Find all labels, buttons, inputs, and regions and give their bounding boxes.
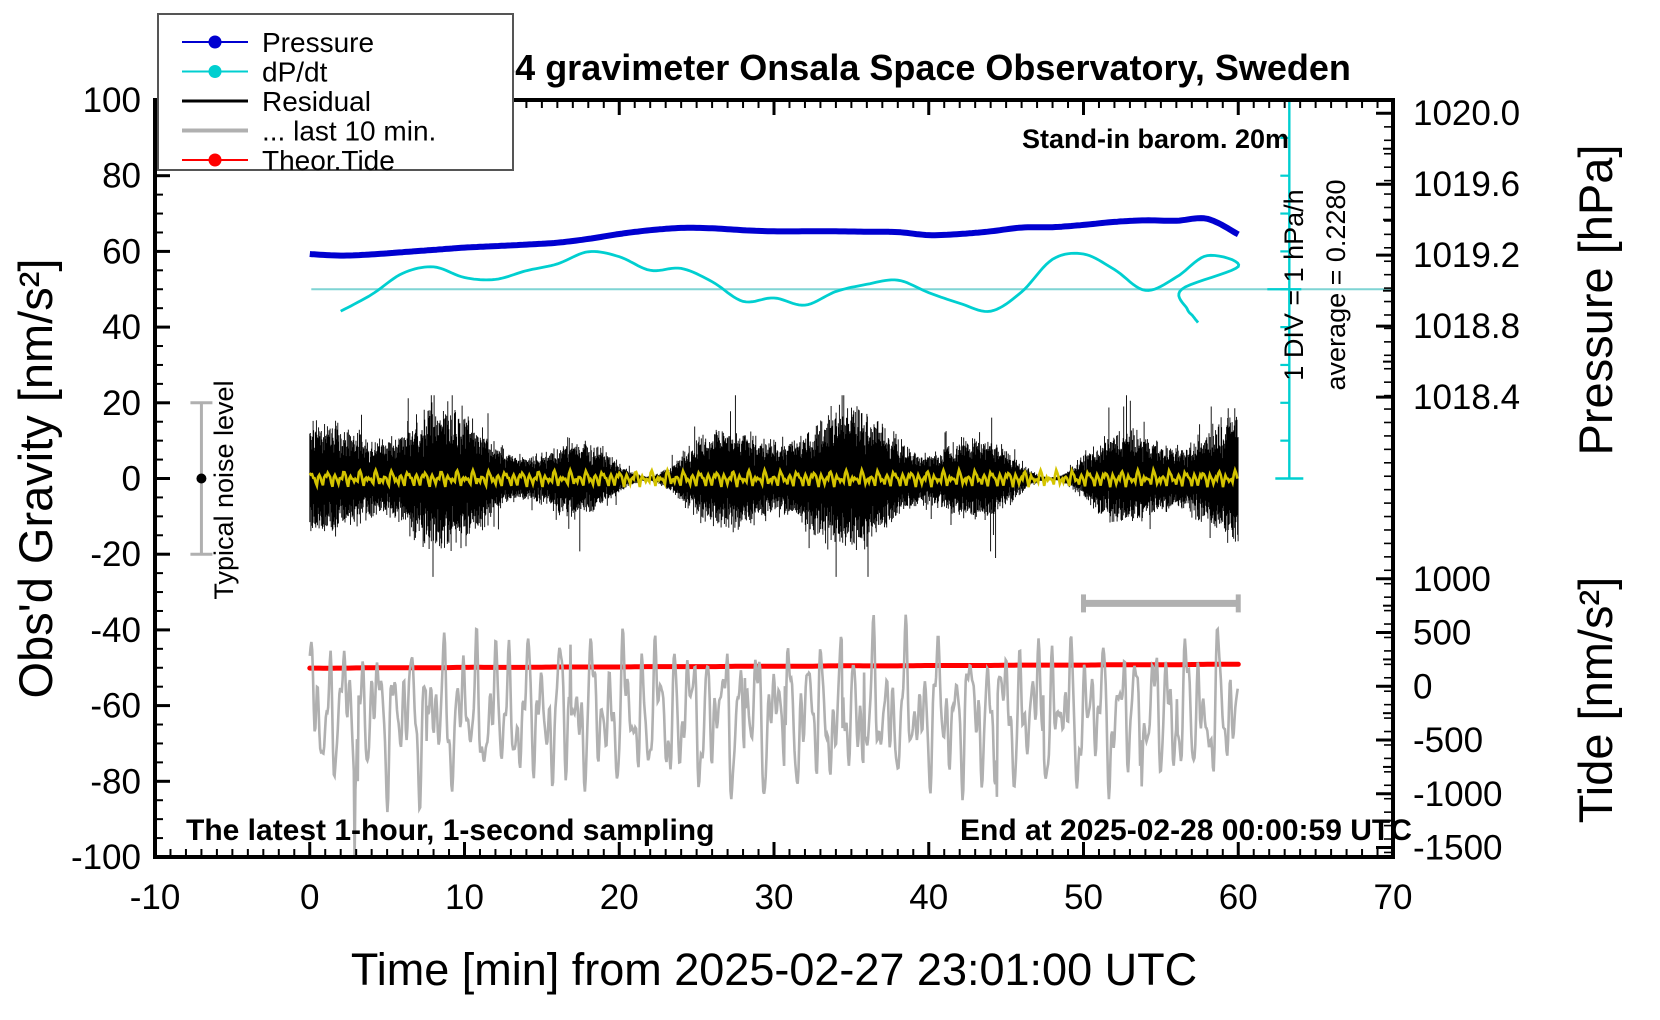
- y-right-tide-tick-label: -1000: [1413, 775, 1503, 814]
- legend-item[interactable]: Pressure: [182, 27, 374, 58]
- y-left-tick-label: -40: [90, 611, 141, 650]
- y-left-tick-label: -60: [90, 687, 141, 726]
- y-left-tick-label: -20: [90, 535, 141, 574]
- legend-label: ... last 10 min.: [262, 116, 436, 147]
- x-tick-label: 30: [755, 878, 794, 917]
- x-tick-label: 40: [909, 878, 948, 917]
- y-right-pressure-tick-label: 1019.6: [1413, 165, 1520, 204]
- series-theor-tide: [307, 661, 1241, 671]
- x-axis-title: Time [min] from 2025-02-27 23:01:00 UTC: [351, 944, 1197, 995]
- legend-label: Pressure: [262, 27, 374, 58]
- legend-item[interactable]: Residual: [182, 86, 371, 117]
- typical-noise-level-marker: [190, 401, 213, 556]
- y-right-pressure-tick-label: 1018.8: [1413, 307, 1520, 346]
- series-residual-smoothed: [308, 465, 1239, 491]
- legend-item[interactable]: ... last 10 min.: [182, 116, 436, 147]
- x-tick-label: 20: [600, 878, 639, 917]
- stand-in-barom-annotation: Stand-in barom. 20m: [1022, 124, 1289, 154]
- y-right-tide-tick-label: -1500: [1413, 829, 1503, 868]
- legend-label: Theor.Tide: [262, 145, 395, 176]
- legend-marker: [208, 153, 222, 167]
- y-left-tick-label: 40: [102, 308, 141, 347]
- y-left-tick-label: 0: [122, 460, 141, 499]
- footer-left-annotation: The latest 1-hour, 1-second sampling: [186, 814, 714, 847]
- x-tick-label: 60: [1219, 878, 1258, 917]
- plot-area: [307, 215, 1393, 857]
- legend-label: dP/dt: [262, 57, 328, 88]
- legend-marker: [208, 65, 222, 78]
- scale-div-annotation: 1 DIV = 1 hPa/h: [1279, 189, 1309, 380]
- y-right-tide-tick-label: 1000: [1413, 560, 1491, 599]
- y-left-tick-label: 100: [83, 81, 141, 120]
- legend-label: Residual: [262, 86, 371, 117]
- y-left-tick-label: 60: [102, 232, 141, 271]
- dpdt-scale-bar: [1267, 98, 1304, 480]
- y-right-tide-tick-label: 0: [1413, 667, 1432, 706]
- y-right-pressure-tick-label: 1019.2: [1413, 236, 1520, 275]
- series-dpdt: [340, 250, 1241, 324]
- series-pressure: [308, 215, 1240, 259]
- y-right-pressure-tick-label: 1018.4: [1413, 378, 1520, 417]
- chart-title: SCG_054 gravimeter Onsala Space Observat…: [377, 47, 1351, 88]
- footer-right-annotation: End at 2025-02-28 00:00:59 UTC: [960, 814, 1412, 847]
- series-residual: [309, 395, 1239, 577]
- y-right-tide-axis-title: Tide [nm/s²]: [1569, 577, 1622, 823]
- legend-marker: [208, 35, 222, 49]
- average-annotation: average = 0.2280: [1321, 180, 1351, 391]
- y-right-tide-tick-label: -500: [1413, 721, 1483, 760]
- y-right-tide-tick-label: 500: [1413, 614, 1471, 653]
- y-left-axis-title: Obs'd Gravity [nm/s²]: [9, 259, 62, 699]
- x-tick-label: 70: [1374, 878, 1413, 917]
- y-left-tick-label: 20: [102, 384, 141, 423]
- x-tick-label: 10: [445, 878, 484, 917]
- noise-level-annotation: Typical noise level: [209, 380, 239, 599]
- y-left-tick-label: -100: [71, 838, 141, 877]
- y-right-pressure-tick-label: 1020.0: [1413, 94, 1520, 133]
- x-tick-label: 50: [1064, 878, 1103, 917]
- y-right-pressure-axis-title: Pressure [hPa]: [1569, 145, 1622, 456]
- legend-item[interactable]: dP/dt: [182, 57, 328, 88]
- legend-item[interactable]: Theor.Tide: [182, 145, 395, 176]
- y-left-tick-label: 80: [102, 157, 141, 196]
- series-last-10-min: [308, 614, 1239, 857]
- x-tick-label: 0: [300, 878, 319, 917]
- y-left-tick-label: -80: [90, 762, 141, 801]
- x-tick-label: -10: [130, 878, 181, 917]
